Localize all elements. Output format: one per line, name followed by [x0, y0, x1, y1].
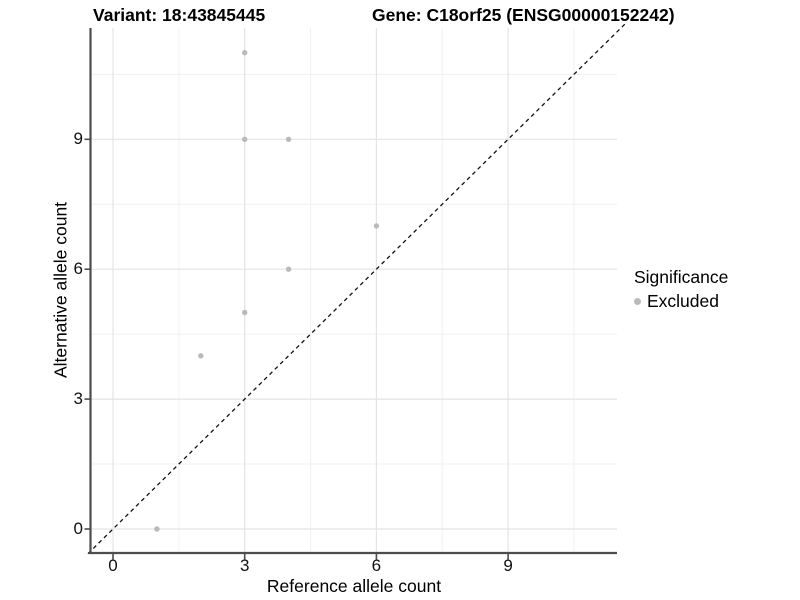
data-point — [242, 136, 248, 142]
plot-panel — [84, 24, 626, 560]
x-tick-label: 3 — [239, 556, 250, 575]
x-tick-label: 9 — [503, 556, 513, 575]
legend-item-excluded: Excluded — [634, 290, 728, 312]
legend-title: Significance — [634, 267, 729, 287]
y-tick-label: 9 — [73, 129, 83, 149]
plot-title-gene: Gene: C18orf25 (ENSG00000152242) — [372, 5, 675, 25]
y-tick-label: 0 — [73, 519, 83, 538]
data-point — [373, 223, 380, 229]
plot-title-variant: Variant: 18:43845445 — [93, 5, 266, 25]
legend: Significance Excluded — [634, 266, 728, 312]
legend-point-icon — [634, 297, 641, 305]
data-point — [285, 136, 292, 142]
data-point — [242, 50, 248, 56]
x-axis-title: Reference allele count — [266, 576, 442, 596]
data-point — [285, 266, 292, 272]
y-tick-label: 6 — [73, 259, 83, 279]
data-point — [198, 353, 204, 359]
data-point — [242, 309, 248, 316]
identity-line — [87, 24, 626, 555]
y-tick-label: 3 — [73, 389, 83, 409]
data-point — [154, 526, 160, 532]
legend-item-label: Excluded — [647, 291, 719, 311]
x-tick-label: 6 — [371, 556, 382, 575]
x-tick-label: 0 — [108, 556, 118, 575]
y-axis-title: Alternative allele count — [50, 201, 71, 379]
